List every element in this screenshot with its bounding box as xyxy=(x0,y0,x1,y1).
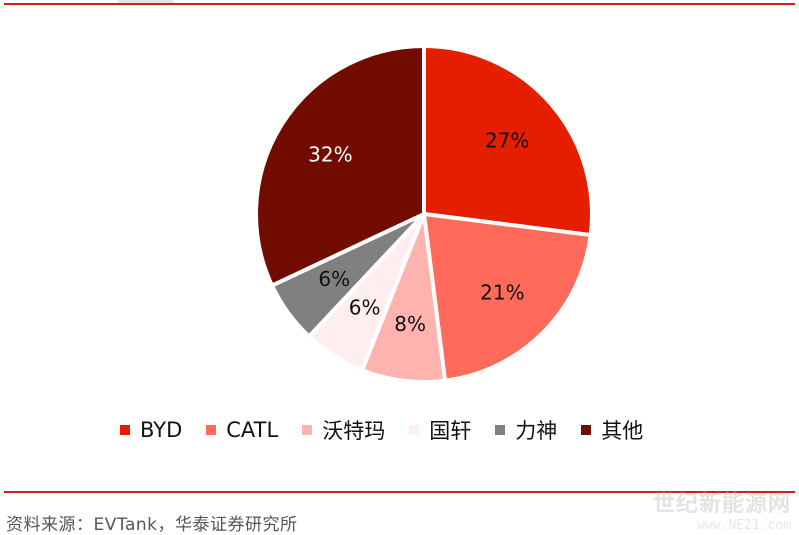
slice-label-1: 21% xyxy=(480,280,524,304)
legend-item-5: 其他 xyxy=(581,415,643,445)
pie-slice-5 xyxy=(254,44,426,288)
chart-legend: BYD CATL 沃特玛 国轩 力神 其他 xyxy=(120,410,720,450)
pie-slice-0 xyxy=(422,44,594,238)
legend-item-1: CATL xyxy=(206,418,278,442)
legend-swatch-4 xyxy=(495,425,506,435)
bottom-rule xyxy=(4,491,795,493)
legend-item-4: 力神 xyxy=(495,415,557,445)
legend-item-3: 国轩 xyxy=(409,415,471,445)
header-tab-mark xyxy=(118,0,174,3)
legend-label-3: 国轩 xyxy=(429,419,472,443)
watermark: 世纪新能源网 www.NE21.com xyxy=(631,486,791,533)
legend-swatch-1 xyxy=(206,425,217,435)
legend-swatch-3 xyxy=(409,425,420,435)
legend-label-5: 其他 xyxy=(601,419,644,443)
slice-label-0: 27% xyxy=(485,129,529,153)
legend-label-2: 沃特玛 xyxy=(322,419,386,443)
slice-label-2: 8% xyxy=(394,312,426,336)
watermark-url: www.NE21.com xyxy=(697,518,791,533)
legend-item-0: BYD xyxy=(120,418,182,442)
legend-label-4: 力神 xyxy=(515,419,558,443)
watermark-title: 世纪新能源网 xyxy=(652,492,791,517)
slice-label-5: 32% xyxy=(308,143,352,167)
legend-item-2: 沃特玛 xyxy=(302,415,385,445)
slice-label-4: 6% xyxy=(318,267,350,291)
top-rule xyxy=(4,3,795,5)
legend-swatch-2 xyxy=(302,425,313,435)
legend-label-0: BYD xyxy=(140,418,183,442)
pie-slice-1 xyxy=(422,212,593,383)
legend-swatch-0 xyxy=(120,425,130,435)
source-note: 资料来源：EVTank，华泰证券研究所 xyxy=(6,515,298,535)
legend-label-1: CATL xyxy=(226,418,279,442)
slice-label-3: 6% xyxy=(349,296,381,320)
legend-swatch-5 xyxy=(581,425,592,435)
